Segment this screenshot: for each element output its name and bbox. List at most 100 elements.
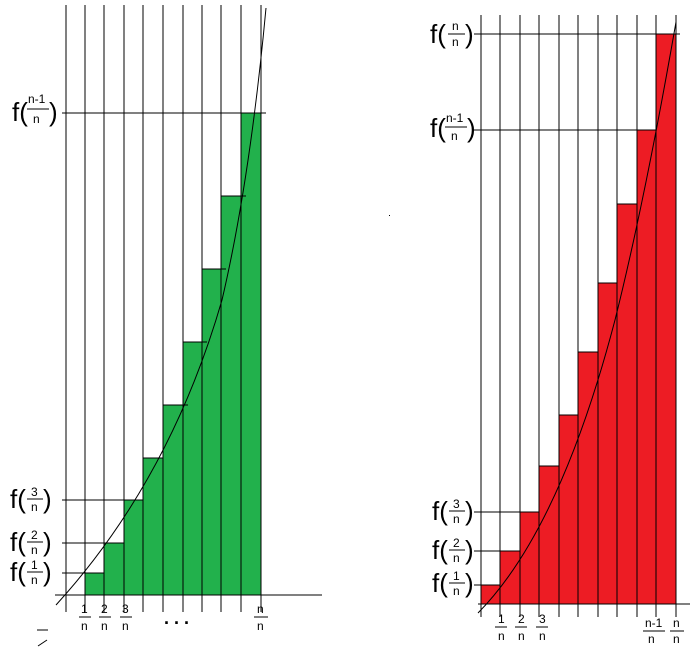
svg-text:n: n	[539, 629, 546, 643]
left-rect-7	[201, 268, 222, 596]
svg-text:n: n	[451, 129, 458, 143]
left-label-f-3: f( 3 n )	[10, 484, 52, 514]
right-rect-1	[480, 584, 501, 605]
svg-text:n: n	[31, 500, 38, 514]
svg-text:1: 1	[453, 569, 460, 583]
svg-text:3: 3	[453, 497, 460, 511]
svg-text:2: 2	[453, 536, 460, 550]
stray-mark-2	[37, 639, 48, 647]
right-upper-sum-rectangles	[480, 33, 677, 605]
svg-text:3: 3	[122, 602, 129, 616]
right-rect-7	[597, 282, 618, 605]
right-label-f-3: f( 3 n )	[432, 496, 474, 526]
left-rect-6	[182, 341, 203, 596]
left-x-tick-n: n n	[254, 602, 268, 633]
right-rect-8	[616, 203, 638, 605]
svg-text:): )	[465, 19, 474, 49]
right-label-f-n: f( n n )	[430, 19, 474, 49]
svg-text:n: n	[31, 543, 38, 557]
right-rect-4	[538, 465, 560, 605]
svg-text:): )	[49, 97, 58, 127]
svg-text:n: n	[257, 602, 264, 616]
right-x-tick-n-minus-1: n-1 n	[643, 616, 665, 646]
svg-text:): )	[43, 484, 52, 514]
svg-text:): )	[43, 557, 52, 587]
svg-text:f(: f(	[432, 568, 448, 598]
left-rect-4	[142, 457, 164, 596]
left-ellipsis: . . .	[164, 608, 189, 628]
svg-text:f(: f(	[430, 113, 446, 143]
svg-text:1: 1	[31, 558, 38, 572]
right-rect-9	[636, 129, 657, 605]
right-label-f-n-minus-1: f( n-1 n )	[430, 111, 476, 143]
right-label-f-1: f( 1 n )	[432, 568, 474, 598]
right-x-tick-1: 1 n	[495, 612, 507, 643]
svg-text:): )	[465, 568, 474, 598]
svg-text:f(: f(	[12, 97, 28, 127]
svg-text:n-1: n-1	[446, 111, 464, 125]
right-x-tick-3: 3 n	[536, 612, 548, 643]
left-rect-3	[123, 499, 144, 596]
svg-text:n: n	[673, 616, 680, 630]
svg-text:n: n	[452, 35, 459, 49]
left-label-f-n-minus-1: f( n-1 n )	[12, 92, 58, 127]
svg-text:2: 2	[518, 612, 525, 626]
svg-text:f(: f(	[10, 557, 26, 587]
left-lower-sum-rectangles	[84, 112, 262, 596]
svg-text:n: n	[453, 584, 460, 598]
svg-text:f(: f(	[10, 527, 26, 557]
left-rect-1	[84, 572, 105, 596]
svg-text:n: n	[453, 512, 460, 526]
left-x-tick-3: 3 n	[120, 602, 132, 633]
svg-text:2: 2	[101, 602, 108, 616]
svg-text:f(: f(	[432, 535, 448, 565]
svg-text:f(: f(	[10, 484, 26, 514]
svg-text:): )	[465, 496, 474, 526]
svg-text:n: n	[101, 619, 108, 633]
left-rect-5	[162, 404, 184, 596]
right-rect-2	[499, 550, 521, 605]
left-rect-2	[103, 542, 125, 596]
right-rect-3	[519, 511, 540, 605]
svg-text:): )	[465, 535, 474, 565]
svg-text:n: n	[257, 619, 264, 633]
svg-text:n: n	[81, 619, 88, 633]
left-label-f-1: f( 1 n )	[10, 557, 52, 587]
svg-text:n-1: n-1	[645, 616, 663, 630]
stray-dot	[389, 215, 390, 216]
svg-text:n-1: n-1	[28, 92, 46, 106]
left-x-tick-1: 1 n	[79, 602, 91, 633]
svg-text:n: n	[518, 629, 525, 643]
right-rect-10	[655, 33, 677, 605]
svg-text:1: 1	[81, 602, 88, 616]
left-function-curve	[55, 7, 267, 606]
svg-text:n: n	[648, 632, 655, 646]
right-function-curve	[477, 21, 677, 614]
svg-text:n: n	[498, 629, 505, 643]
svg-text:1: 1	[498, 612, 505, 626]
svg-text:n: n	[452, 19, 459, 33]
left-x-tick-2: 2 n	[99, 602, 111, 633]
svg-text:n: n	[453, 551, 460, 565]
svg-text:n: n	[33, 112, 40, 126]
svg-text:n: n	[122, 619, 129, 633]
svg-text:2: 2	[31, 528, 38, 542]
right-rect-5	[558, 414, 579, 605]
svg-text:3: 3	[31, 485, 38, 499]
right-x-tick-2: 2 n	[515, 612, 527, 643]
svg-text:3: 3	[539, 612, 546, 626]
left-rect-top-ticks	[183, 195, 246, 406]
right-label-f-2: f( 2 n )	[432, 535, 474, 565]
left-panel: f( n-1 n ) f( 3 n ) f( 2 n ) f( 1 n )	[10, 5, 322, 647]
svg-text:): )	[43, 527, 52, 557]
svg-text:n: n	[31, 573, 38, 587]
right-x-tick-n: n n	[670, 616, 684, 646]
svg-text:f(: f(	[430, 19, 446, 49]
svg-text:): )	[467, 113, 476, 143]
right-reference-lines	[474, 33, 680, 586]
left-rect-8	[220, 195, 242, 596]
left-label-f-2: f( 2 n )	[10, 527, 52, 557]
right-panel: f( n n ) f( n-1 n ) f( 3 n ) f( 2 n )	[430, 15, 690, 646]
svg-text:f(: f(	[432, 496, 448, 526]
